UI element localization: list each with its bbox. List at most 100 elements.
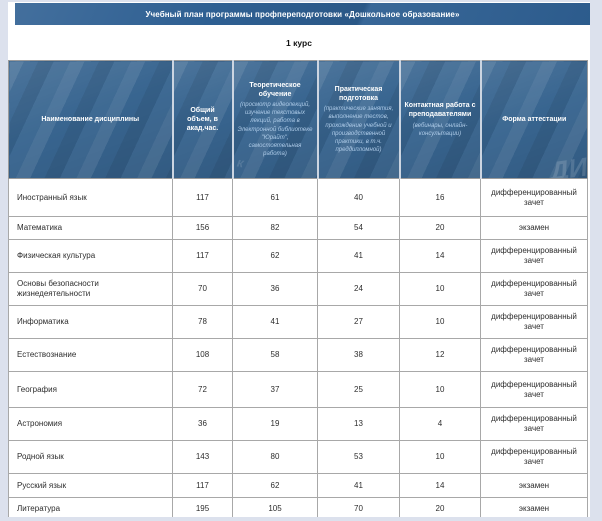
column-title: Форма аттестации xyxy=(502,115,567,123)
discipline-cell: Естествознание xyxy=(8,338,173,372)
column-header-practice: Практическая подготовка (практические за… xyxy=(316,60,400,179)
total-hours-cell: 195 xyxy=(172,497,233,517)
assessment-form-cell: дифференцированный зачет xyxy=(480,239,588,273)
theory-hours-cell: 62 xyxy=(232,473,318,498)
column-subtitle: (практические занятия, выполнение тестов… xyxy=(323,106,394,153)
table-row: Русский язык 117 62 41 14 экзамен xyxy=(8,473,588,498)
discipline-cell: Физическая культура xyxy=(8,239,173,273)
theory-hours-cell: 36 xyxy=(232,272,318,306)
practice-hours-cell: 24 xyxy=(317,272,400,306)
discipline-cell: География xyxy=(8,371,173,408)
column-title: Контактная работа с преподавателями xyxy=(404,102,476,119)
total-hours-cell: 117 xyxy=(172,239,233,273)
assessment-form-cell: экзамен xyxy=(480,473,588,498)
table-row: Естествознание 108 58 38 12 дифференциро… xyxy=(8,338,588,372)
assessment-form-cell: дифференцированный зачет xyxy=(480,407,588,441)
practice-hours-cell: 40 xyxy=(317,178,400,217)
discipline-cell: Информатика xyxy=(8,305,173,339)
column-header-discipline: Наименование дисциплины xyxy=(8,60,173,179)
assessment-form-cell: дифференцированный зачет xyxy=(480,178,588,217)
page-title: Учебный план программы профпереподготовк… xyxy=(145,9,460,19)
discipline-cell: Литература xyxy=(8,497,173,517)
column-title: Практическая подготовка xyxy=(334,86,383,103)
contact-hours-cell: 10 xyxy=(399,371,481,408)
table-row: Математика 156 82 54 20 экзамен xyxy=(8,216,588,240)
discipline-cell: Математика xyxy=(8,216,173,240)
theory-hours-cell: 61 xyxy=(232,178,318,217)
contact-hours-cell: 14 xyxy=(399,473,481,498)
total-hours-cell: 108 xyxy=(172,338,233,372)
practice-hours-cell: 41 xyxy=(317,239,400,273)
total-hours-cell: 117 xyxy=(172,178,233,217)
total-hours-cell: 70 xyxy=(172,272,233,306)
table-row: Иностранный язык 117 61 40 16 дифференци… xyxy=(8,178,588,217)
column-title: Наименование дисциплины xyxy=(41,115,140,123)
discipline-cell: Астрономия xyxy=(8,407,173,441)
assessment-form-cell: экзамен xyxy=(480,497,588,517)
theory-hours-cell: 37 xyxy=(232,371,318,408)
table-header: Наименование дисциплины Общий объем, в а… xyxy=(8,60,588,179)
table-body: Иностранный язык 117 61 40 16 дифференци… xyxy=(8,178,588,517)
table-row: Литература 195 105 70 20 экзамен xyxy=(8,497,588,517)
theory-hours-cell: 19 xyxy=(232,407,318,441)
discipline-cell: Иностранный язык xyxy=(8,178,173,217)
total-hours-cell: 72 xyxy=(172,371,233,408)
practice-hours-cell: 27 xyxy=(317,305,400,339)
assessment-form-cell: дифференцированный зачет xyxy=(480,338,588,372)
assessment-form-cell: дифференцированный зачет xyxy=(480,371,588,408)
practice-hours-cell: 25 xyxy=(317,371,400,408)
theory-hours-cell: 41 xyxy=(232,305,318,339)
total-hours-cell: 156 xyxy=(172,216,233,240)
assessment-form-cell: дифференцированный зачет xyxy=(480,305,588,339)
total-hours-cell: 117 xyxy=(172,473,233,498)
table-row: Физическая культура 117 62 41 14 диффере… xyxy=(8,239,588,273)
di-letters-watermark: ДИ xyxy=(547,151,588,179)
contact-hours-cell: 20 xyxy=(399,216,481,240)
contact-hours-cell: 12 xyxy=(399,338,481,372)
theory-hours-cell: 82 xyxy=(232,216,318,240)
assessment-form-cell: дифференцированный зачет xyxy=(480,440,588,474)
contact-hours-cell: 10 xyxy=(399,272,481,306)
practice-hours-cell: 38 xyxy=(317,338,400,372)
theory-hours-cell: 62 xyxy=(232,239,318,273)
column-subtitle: (просмотр видеолекций, изучение текстовы… xyxy=(237,102,313,157)
column-title: Теоретическое обучение xyxy=(249,82,301,99)
contact-hours-cell: 10 xyxy=(399,305,481,339)
practice-hours-cell: 70 xyxy=(317,497,400,517)
contact-hours-cell: 14 xyxy=(399,239,481,273)
contact-hours-cell: 10 xyxy=(399,440,481,474)
assessment-form-cell: дифференцированный зачет xyxy=(480,272,588,306)
table-row: Информатика 78 41 27 10 дифференцированн… xyxy=(8,305,588,339)
total-hours-cell: 78 xyxy=(172,305,233,339)
column-header-contact-work: Контактная работа с преподавателями (веб… xyxy=(398,60,481,179)
contact-hours-cell: 4 xyxy=(399,407,481,441)
program-title-bar: Учебный план программы профпереподготовк… xyxy=(15,3,590,25)
contact-hours-cell: 16 xyxy=(399,178,481,217)
table-row: География 72 37 25 10 дифференцированный… xyxy=(8,371,588,408)
practice-hours-cell: 41 xyxy=(317,473,400,498)
table-row: Астрономия 36 19 13 4 дифференцированный… xyxy=(8,407,588,441)
curriculum-table: Наименование дисциплины Общий объем, в а… xyxy=(8,60,588,517)
contact-hours-cell: 20 xyxy=(399,497,481,517)
column-header-assessment-form: Форма аттестации ДИ xyxy=(479,60,588,179)
table-row: Основы безопасности жизнедеятельности 70… xyxy=(8,272,588,306)
discipline-cell: Русский язык xyxy=(8,473,173,498)
theory-hours-cell: 80 xyxy=(232,440,318,474)
theory-hours-cell: 58 xyxy=(232,338,318,372)
assessment-form-cell: экзамен xyxy=(480,216,588,240)
total-hours-cell: 36 xyxy=(172,407,233,441)
discipline-cell: Основы безопасности жизнедеятельности xyxy=(8,272,173,306)
table-row: Родной язык 143 80 53 10 дифференцирован… xyxy=(8,440,588,474)
discipline-cell: Родной язык xyxy=(8,440,173,474)
practice-hours-cell: 13 xyxy=(317,407,400,441)
column-header-theory: Теоретическое обучение (просмотр видеоле… xyxy=(231,60,318,179)
practice-hours-cell: 54 xyxy=(317,216,400,240)
practice-hours-cell: 53 xyxy=(317,440,400,474)
total-hours-cell: 143 xyxy=(172,440,233,474)
column-header-total-hours: Общий объем, в акад.час. xyxy=(171,60,233,179)
theory-hours-cell: 105 xyxy=(232,497,318,517)
column-title: Общий объем, в акад.час. xyxy=(186,106,219,133)
course-label: 1 курс xyxy=(286,38,312,48)
column-subtitle: (вебинары, онлайн-консультации) xyxy=(412,122,468,137)
document-page: Учебный план программы профпереподготовк… xyxy=(8,2,590,517)
